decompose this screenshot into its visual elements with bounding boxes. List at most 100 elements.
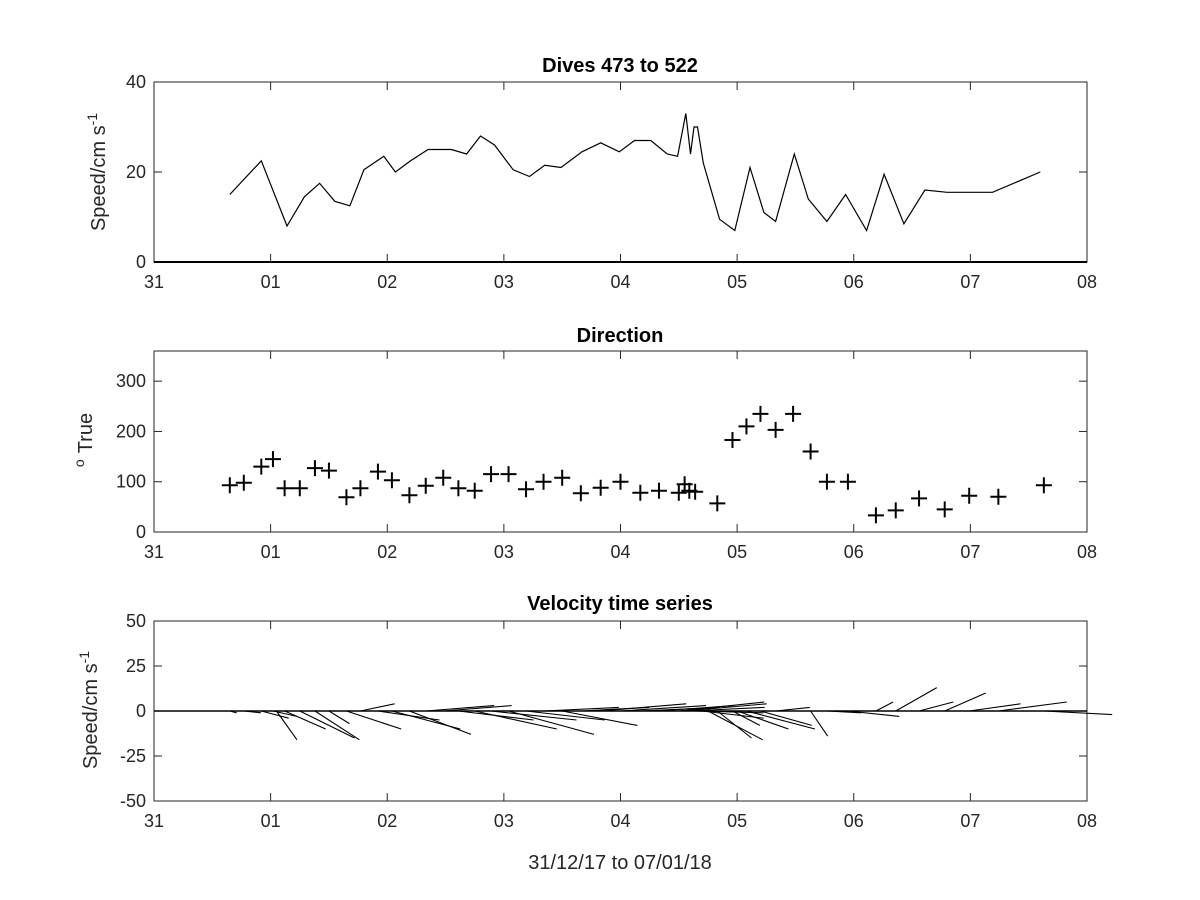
velocity-stick: [443, 705, 512, 712]
direction-marker: [752, 405, 769, 422]
direction-x-tick-label: 03: [494, 542, 514, 562]
velocity-stick: [684, 703, 767, 712]
direction-marker: [709, 495, 726, 512]
velocity-stick: [284, 710, 326, 730]
direction-x-tick-label: 07: [960, 542, 980, 562]
velocity-x-tick-label: 02: [377, 811, 397, 831]
direction-marker: [535, 473, 552, 490]
direction-marker: [961, 487, 978, 504]
direction-marker: [818, 473, 835, 490]
velocity-stick: [243, 710, 261, 714]
velocity-stick: [678, 701, 765, 712]
speed-y-tick-label: 20: [126, 162, 146, 182]
velocity-stick: [474, 710, 557, 730]
direction-x-tick-label: 31: [144, 542, 164, 562]
velocity-stick: [328, 710, 350, 725]
direction-marker: [632, 484, 649, 501]
direction-marker: [738, 418, 755, 435]
direction-marker: [450, 480, 467, 497]
velocity-stick: [847, 710, 900, 717]
speed-y-tick-label: 40: [126, 72, 146, 92]
direction-marker: [483, 466, 500, 483]
speed-x-tick-label: 31: [144, 272, 164, 292]
speed-panel-title: Dives 473 to 522: [542, 55, 698, 77]
velocity-stick: [689, 706, 765, 712]
velocity-stick: [620, 705, 707, 712]
speed-panel: Dives 473 to 522 Speed/cm s-1 31 01 02 03 04…: [84, 55, 1097, 292]
direction-marker: [554, 469, 571, 486]
speed-x-tick-label: 07: [960, 272, 980, 292]
velocity-stick: [276, 710, 298, 741]
direction-marker: [612, 473, 629, 490]
velocity-stick: [261, 710, 289, 719]
direction-marker: [839, 473, 856, 490]
velocity-stick: [760, 710, 812, 726]
direction-marker: [500, 466, 517, 483]
direction-marker: [306, 460, 323, 477]
velocity-stick: [969, 703, 1021, 712]
speed-x-tick-label: 01: [261, 272, 281, 292]
velocity-stick: [1043, 710, 1113, 716]
speed-x-tick-label: 03: [494, 272, 514, 292]
direction-marker: [990, 488, 1007, 505]
velocity-stick: [409, 710, 472, 735]
speed-axis-label: Speed/cm s-1: [84, 113, 110, 231]
velocity-stick: [732, 710, 761, 726]
direction-marker: [291, 480, 308, 497]
direction-marker: [911, 490, 928, 507]
direction-y-tick-label: 300: [116, 371, 146, 391]
direction-marker: [687, 483, 704, 500]
direction-marker: [383, 472, 400, 489]
velocity-y-tick-label: -25: [120, 746, 146, 766]
direction-marker: [1035, 477, 1052, 494]
velocity-stick: [775, 706, 810, 712]
direction-marker: [369, 463, 386, 480]
velocity-stick: [562, 710, 638, 726]
velocity-stick: [490, 710, 577, 721]
velocity-stick: [525, 710, 605, 721]
direction-marker: [435, 469, 452, 486]
velocity-axis-label-sup: -1: [76, 651, 92, 664]
direction-marker: [592, 479, 609, 496]
direction-marker: [264, 451, 281, 468]
direction-x-tick-label: 04: [610, 542, 630, 562]
velocity-stick: [346, 710, 402, 730]
direction-marker: [518, 481, 535, 498]
direction-marker: [320, 462, 337, 479]
velocity-stick: [425, 705, 495, 712]
velocity-stick: [875, 701, 894, 712]
velocity-stick: [716, 710, 752, 739]
velocity-stick: [918, 701, 954, 712]
direction-marker: [253, 458, 270, 475]
velocity-stick: [826, 710, 862, 714]
velocity-stick: [508, 710, 595, 735]
direction-panel: Direction oTrue 31 01 02 03 04 05 06 07 08 0 100 20…: [71, 325, 1097, 562]
direction-x-tick-label: 08: [1077, 542, 1097, 562]
direction-marker: [936, 501, 953, 518]
velocity-x-axis-label: 31/12/17 to 07/01/18: [528, 852, 712, 874]
velocity-y-tick-label: 50: [126, 611, 146, 631]
velocity-x-tick-label: 07: [960, 811, 980, 831]
direction-marker: [767, 421, 784, 438]
velocity-stick: [736, 710, 789, 730]
velocity-x-tick-label: 05: [727, 811, 747, 831]
direction-marker: [867, 507, 884, 524]
speed-x-tick-label: 06: [844, 272, 864, 292]
velocity-stick: [314, 710, 360, 741]
direction-marker: [221, 477, 238, 494]
direction-marker: [670, 484, 687, 501]
velocity-axis-label: Speed/cm s-1: [76, 651, 102, 769]
direction-x-tick-label: 06: [844, 542, 864, 562]
direction-marker: [785, 405, 802, 422]
velocity-stick: [746, 710, 816, 730]
direction-x-tick-label: 02: [377, 542, 397, 562]
speed-x-tick-label: 02: [377, 272, 397, 292]
speed-x-tick-label: 08: [1077, 272, 1097, 292]
velocity-y-tick-label: -50: [120, 791, 146, 811]
velocity-stick: [543, 706, 619, 712]
velocity-x-tick-label: 01: [261, 811, 281, 831]
velocity-panel-title: Velocity time series: [527, 593, 713, 615]
velocity-x-tick-label: 08: [1077, 811, 1097, 831]
direction-marker: [802, 443, 819, 460]
